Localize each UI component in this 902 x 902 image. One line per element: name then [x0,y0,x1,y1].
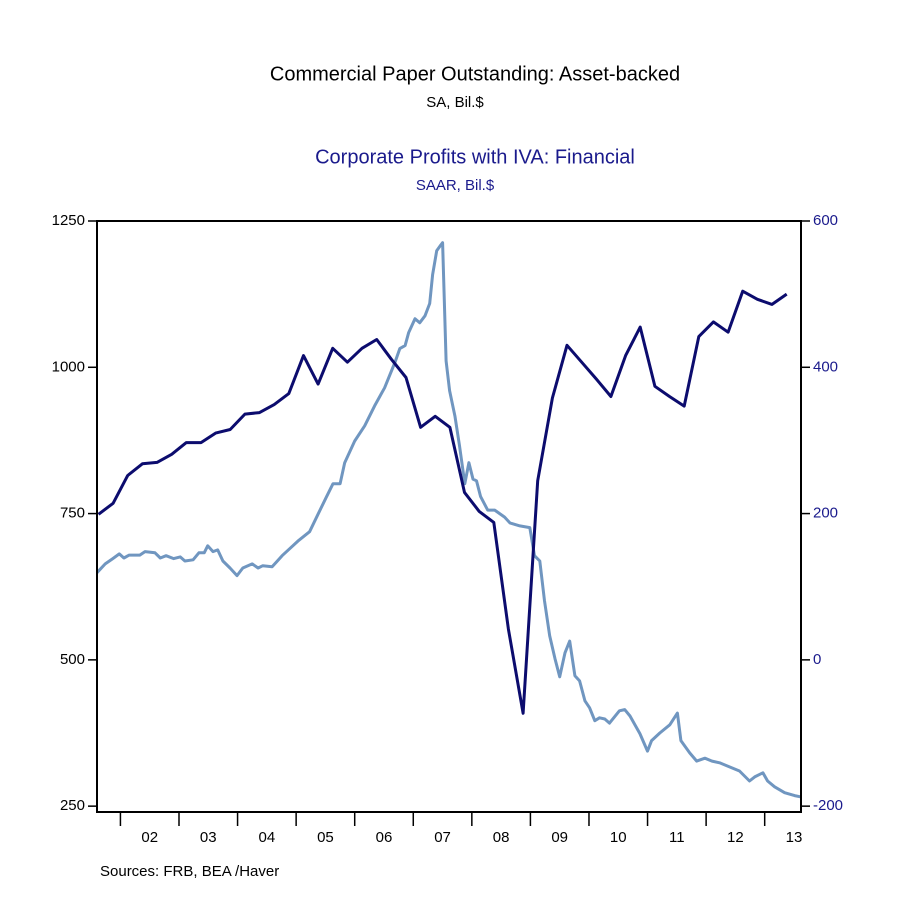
y-tick-label: 750 [60,505,85,522]
y2-tick-label: 0 [813,651,821,668]
x-tick-label: 02 [141,829,158,846]
y-tick-label: 1250 [52,212,85,229]
plot-frame [96,220,802,813]
series-title: Commercial Paper Outstanding: Asset-back… [270,63,680,85]
x-tick-label: 13 [786,829,803,846]
x-tick-label: 06 [376,829,393,846]
x-tick-label: 10 [610,829,627,846]
x-tick-label: 04 [259,829,276,846]
y2-tick-label: -200 [813,797,843,814]
series-line [97,289,788,715]
series-unit: SAAR, Bil.$ [416,177,495,194]
x-tick-label: 03 [200,829,217,846]
x-tick-label: 07 [434,829,451,846]
y2-tick-label: 600 [813,212,838,229]
y2-tick-label: 400 [813,358,838,375]
x-tick-label: 05 [317,829,334,846]
series-unit: SA, Bil.$ [426,94,484,111]
y-tick-label: 1000 [52,358,85,375]
series-title: Corporate Profits with IVA: Financial [315,146,635,168]
x-tick-label: 08 [493,829,510,846]
x-tick-label: 09 [551,829,568,846]
x-tick-label: 12 [727,829,744,846]
y-tick-label: 500 [60,651,85,668]
source-note: Sources: FRB, BEA /Haver [100,863,279,880]
y2-tick-label: 200 [813,505,838,522]
x-tick-label: 11 [669,829,685,846]
series-line [95,241,801,799]
y-tick-label: 250 [60,797,85,814]
